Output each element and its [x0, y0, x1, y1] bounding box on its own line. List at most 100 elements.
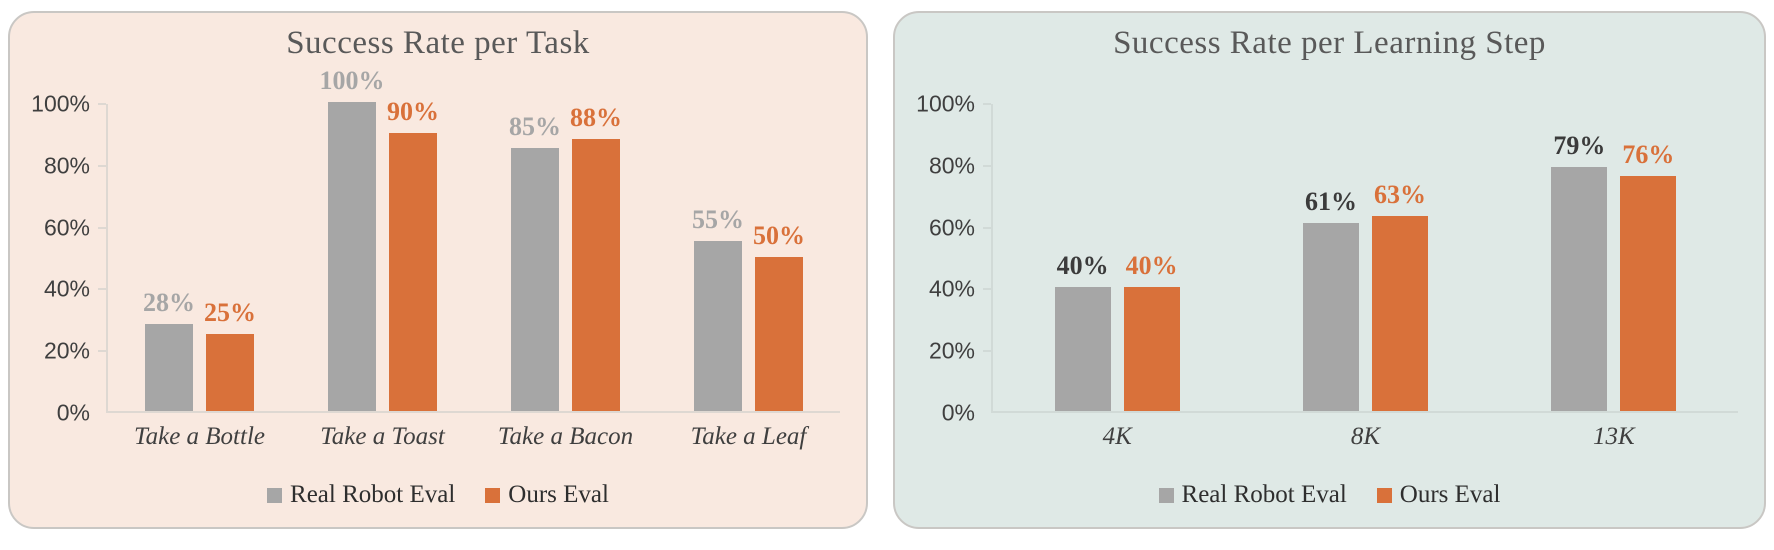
y-axis-labels: 100% 80% 60% 40% 20% 0% — [10, 91, 106, 426]
legend-label: Real Robot Eval — [290, 481, 456, 508]
y-axis-tick-label: 60% — [928, 214, 975, 241]
category-label: 13K — [1592, 423, 1635, 450]
value-label-real-robot-eval: 55% — [692, 205, 744, 235]
bar-ours-eval — [206, 333, 254, 411]
y-axis-labels: 100% 80% 60% 40% 20% 0% — [895, 91, 991, 426]
legend-label: Ours Eval — [1399, 481, 1501, 508]
category-label: Take a Bacon — [497, 423, 634, 450]
bar-wrap-real-robot-eval: 85% — [509, 114, 561, 411]
value-label-ours-eval: 25% — [204, 297, 256, 327]
y-axis-tick-mark — [98, 103, 106, 105]
chart-panel-success-rate-per-task: Success Rate per Task 100% 80% 60% 40% 20% 0%… — [8, 11, 868, 529]
legend: Real Robot Eval Ours Eval — [10, 481, 866, 509]
category-label: Take a Toast — [320, 423, 445, 450]
value-label-real-robot-eval: 28% — [143, 288, 195, 318]
bar-group-take-a-bottle: 28% 25% Take a Bottle — [108, 104, 291, 450]
y-axis-tick-mark — [983, 288, 991, 291]
legend-item-ours-eval: Ours Eval — [1376, 481, 1501, 509]
bar-wrap-real-robot-eval: 61% — [1302, 188, 1359, 411]
bar-ours-eval — [1620, 176, 1677, 411]
bar-wrap-ours-eval: 88% — [570, 105, 622, 411]
bar-group-take-a-toast: 100% 90% Take a Toast — [291, 68, 474, 451]
y-axis-tick-label: 0% — [56, 399, 90, 426]
chart-panel-success-rate-per-learning-step: Success Rate per Learning Step 100% 80% 60… — [893, 11, 1766, 529]
bar-ours-eval — [389, 132, 437, 411]
bar-wrap-ours-eval: 76% — [1620, 142, 1677, 411]
bar-group-4k: 40% 40% 4K — [993, 104, 1241, 450]
y-axis-tick-mark — [98, 226, 106, 229]
legend-item-real-robot-eval: Real Robot Eval — [267, 481, 455, 509]
legend-swatch-real-robot-eval — [267, 487, 283, 503]
value-label-real-robot-eval: 100% — [319, 66, 385, 95]
bar-wrap-real-robot-eval: 79% — [1551, 132, 1608, 411]
y-axis-tick-label: 60% — [43, 214, 90, 241]
y-axis-tick-label: 80% — [43, 152, 90, 179]
bar-real-robot-eval — [1302, 222, 1359, 411]
plot-area: 28% 25% Take a Bottle 100% 90% Take a Toast 85… — [98, 68, 840, 451]
value-label-ours-eval: 76% — [1622, 140, 1675, 170]
chart-title: Success Rate per Learning Step — [1113, 25, 1546, 61]
value-label-ours-eval: 40% — [1125, 251, 1178, 281]
category-label: Take a Bottle — [133, 423, 265, 450]
value-label-ours-eval: 88% — [570, 103, 622, 133]
legend-swatch-real-robot-eval — [1158, 487, 1174, 503]
bar-wrap-ours-eval: 40% — [1123, 253, 1180, 411]
legend-item-real-robot-eval: Real Robot Eval — [1158, 481, 1347, 509]
y-axis-tick-label: 20% — [928, 337, 975, 364]
legend-item-ours-eval: Ours Eval — [485, 481, 609, 509]
bar-real-robot-eval — [1054, 287, 1111, 411]
value-label-real-robot-eval: 85% — [509, 112, 561, 142]
bar-ours-eval — [755, 256, 803, 411]
y-axis-tick-label: 100% — [916, 90, 975, 117]
bar-wrap-ours-eval: 63% — [1371, 182, 1428, 411]
bar-wrap-real-robot-eval: 100% — [320, 68, 385, 411]
legend-label: Ours Eval — [508, 481, 609, 508]
bar-real-robot-eval — [328, 102, 376, 411]
y-axis-tick-mark — [983, 350, 991, 353]
bar-ours-eval — [1123, 287, 1180, 411]
y-axis-tick-mark — [98, 288, 106, 291]
bar-wrap-real-robot-eval: 40% — [1054, 253, 1111, 411]
y-axis-tick-label: 80% — [928, 152, 975, 179]
bar-wrap-ours-eval: 90% — [387, 98, 439, 411]
y-axis-tick-mark — [983, 164, 991, 167]
y-axis-tick-label: 40% — [43, 275, 90, 302]
chart-title: Success Rate per Task — [286, 25, 590, 61]
y-axis-tick-label: 20% — [43, 337, 90, 364]
category-label: Take a Leaf — [690, 423, 807, 450]
bar-group-take-a-leaf: 55% 50% Take a Leaf — [657, 104, 840, 450]
bar-real-robot-eval — [511, 148, 559, 411]
bar-real-robot-eval — [145, 324, 193, 411]
bar-real-robot-eval — [694, 241, 742, 411]
bar-group-take-a-bacon: 85% 88% Take a Bacon — [474, 104, 657, 450]
bar-wrap-ours-eval: 25% — [204, 299, 256, 411]
y-axis-tick-label: 0% — [941, 399, 975, 426]
bar-wrap-real-robot-eval: 55% — [692, 207, 744, 411]
bar-real-robot-eval — [1551, 166, 1608, 411]
value-label-real-robot-eval: 40% — [1056, 251, 1109, 281]
bar-group-8k: 61% 63% 8K — [1241, 104, 1489, 450]
value-label-ours-eval: 63% — [1373, 180, 1426, 210]
bar-group-13k: 79% 76% 13K — [1490, 104, 1738, 450]
y-axis-tick-mark — [983, 103, 991, 105]
value-label-ours-eval: 90% — [387, 96, 439, 126]
value-label-real-robot-eval: 61% — [1304, 186, 1357, 216]
value-label-real-robot-eval: 79% — [1553, 130, 1606, 160]
y-axis-tick-mark — [98, 350, 106, 353]
value-label-ours-eval: 50% — [753, 220, 805, 250]
y-axis-tick-mark — [98, 164, 106, 167]
plot-area: 40% 40% 4K 61% 63% 8K 79% 76% 13K — [983, 103, 1738, 450]
category-label: 8K — [1350, 423, 1381, 450]
legend-swatch-ours-eval — [485, 487, 501, 503]
legend-label: Real Robot Eval — [1181, 481, 1347, 508]
bar-ours-eval — [572, 139, 620, 411]
y-axis-tick-label: 100% — [31, 90, 90, 117]
y-axis-tick-mark — [983, 226, 991, 229]
y-axis-tick-label: 40% — [928, 275, 975, 302]
bar-wrap-ours-eval: 50% — [753, 222, 805, 411]
bar-ours-eval — [1371, 216, 1428, 411]
legend-swatch-ours-eval — [1376, 487, 1392, 503]
category-label: 4K — [1102, 423, 1132, 450]
legend: Real Robot Eval Ours Eval — [895, 481, 1764, 509]
